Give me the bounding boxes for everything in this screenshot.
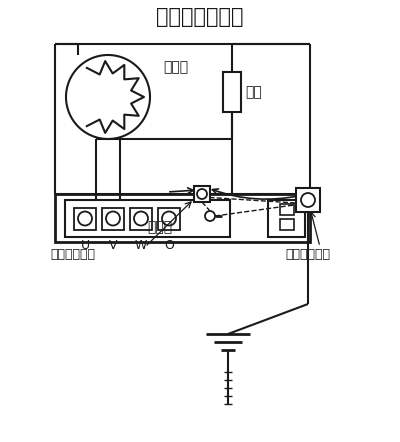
Text: 外箱接地端子: 外箱接地端子: [285, 248, 330, 260]
Text: W: W: [135, 239, 147, 252]
Circle shape: [134, 212, 148, 225]
Circle shape: [162, 212, 176, 225]
Bar: [55, 194, 310, 242]
Circle shape: [205, 211, 215, 221]
Bar: [194, 186, 210, 202]
Bar: [158, 207, 180, 229]
Bar: [130, 207, 152, 229]
Bar: [74, 207, 96, 229]
Bar: [223, 72, 241, 112]
Text: 機能接地端子: 機能接地端子: [50, 248, 95, 260]
Bar: [65, 200, 230, 237]
Text: V: V: [109, 239, 117, 252]
Text: O: O: [164, 239, 174, 252]
Bar: [102, 207, 124, 229]
Text: U: U: [80, 239, 90, 252]
Bar: [296, 188, 320, 212]
Circle shape: [197, 189, 207, 199]
Bar: [280, 219, 294, 230]
Circle shape: [78, 212, 92, 225]
Bar: [268, 200, 305, 237]
Circle shape: [66, 55, 150, 139]
Text: 抵抗: 抵抗: [245, 85, 262, 99]
Bar: [280, 204, 294, 215]
Text: 発電機: 発電機: [163, 60, 188, 74]
Circle shape: [301, 193, 315, 207]
Text: 抵抗式機能接地: 抵抗式機能接地: [156, 7, 244, 27]
Circle shape: [106, 212, 120, 225]
Text: 端子台: 端子台: [148, 220, 172, 234]
